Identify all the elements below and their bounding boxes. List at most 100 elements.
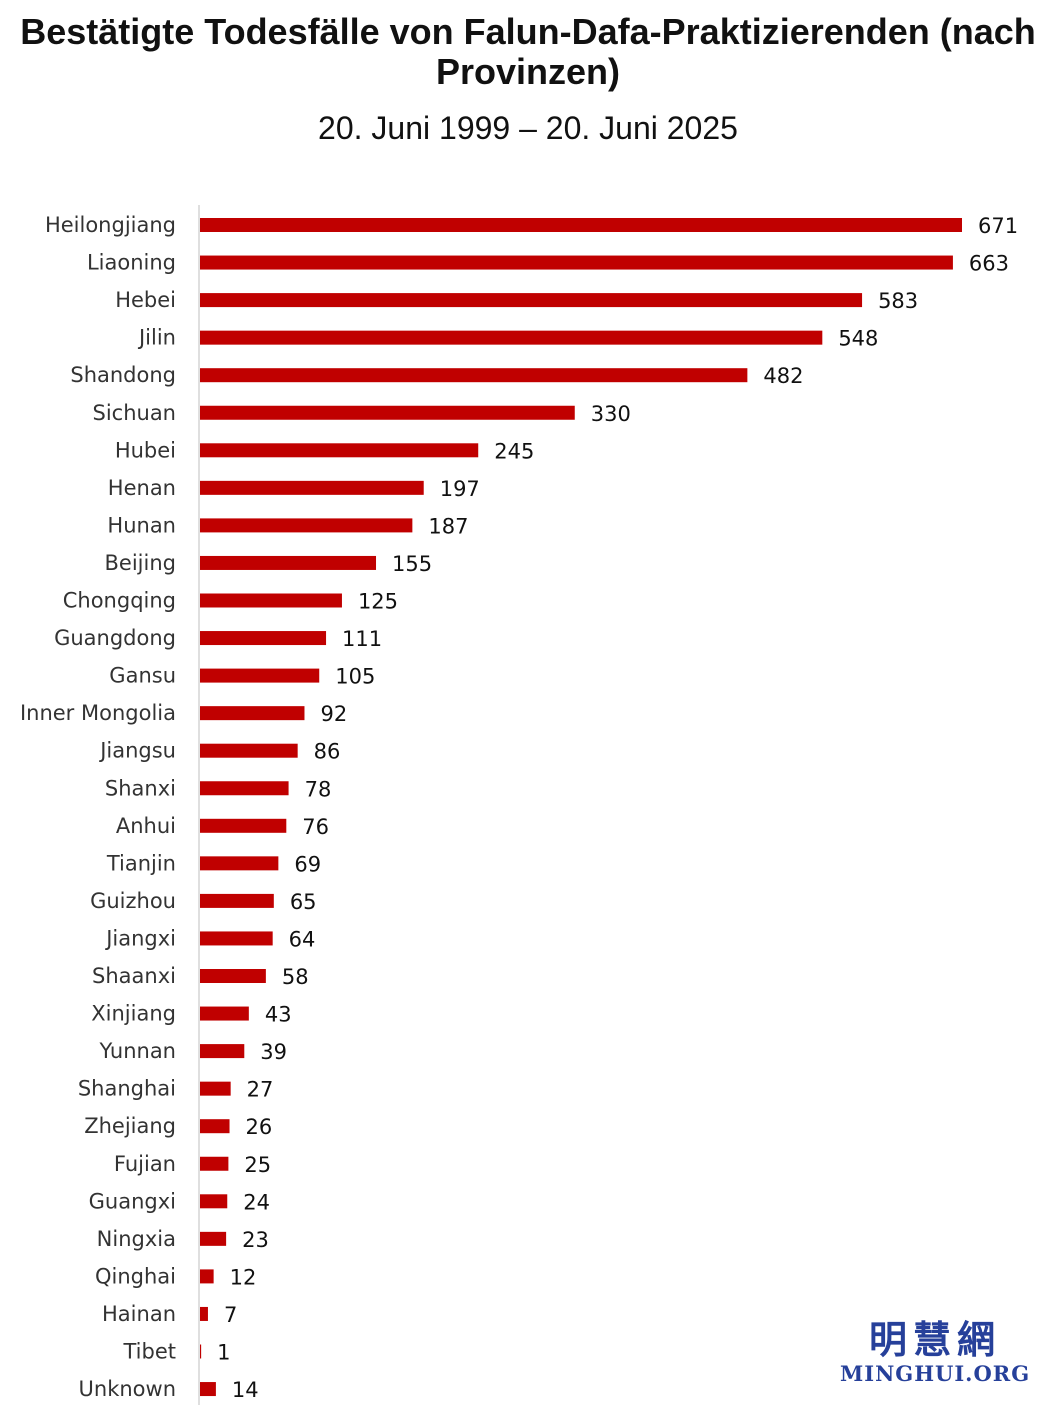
- data-label: 76: [302, 815, 329, 839]
- data-label: 663: [969, 252, 1009, 276]
- data-label: 39: [260, 1040, 287, 1064]
- data-label: 671: [978, 214, 1018, 238]
- bar: [200, 1194, 228, 1209]
- bar: [200, 255, 953, 270]
- data-label: 27: [247, 1078, 274, 1102]
- category-label: Unknown: [79, 1377, 176, 1401]
- data-label: 125: [358, 590, 398, 614]
- category-label: Hubei: [115, 438, 176, 462]
- data-label: 155: [392, 552, 432, 576]
- data-label: 583: [878, 289, 918, 313]
- category-label: Jilin: [137, 326, 176, 350]
- data-label: 92: [320, 702, 347, 726]
- category-label: Tibet: [123, 1340, 177, 1364]
- data-label: 14: [232, 1378, 259, 1402]
- bar: [200, 818, 287, 833]
- bar: [200, 1269, 214, 1284]
- bar: [200, 856, 279, 871]
- data-label: 12: [230, 1265, 257, 1289]
- bar: [200, 1156, 229, 1171]
- category-label: Beijing: [105, 551, 176, 575]
- bar: [200, 1044, 245, 1059]
- bar: [200, 330, 823, 345]
- category-label: Shandong: [70, 363, 176, 387]
- minghui-watermark: 明慧網 MINGHUI.ORG: [840, 1318, 1030, 1386]
- data-label: 69: [294, 852, 321, 876]
- data-label: 245: [494, 439, 534, 463]
- data-label: 24: [243, 1190, 270, 1214]
- data-label: 26: [246, 1115, 273, 1139]
- category-label: Zhejiang: [84, 1114, 176, 1138]
- bar: [200, 405, 575, 420]
- category-label: Ningxia: [97, 1227, 176, 1251]
- category-label: Hainan: [102, 1302, 176, 1326]
- category-label: Shaanxi: [92, 964, 176, 988]
- category-label: Fujian: [114, 1152, 176, 1176]
- category-label: Inner Mongolia: [20, 701, 176, 725]
- data-label: 187: [428, 514, 468, 538]
- category-label: Liaoning: [87, 251, 176, 275]
- data-label: 43: [265, 1003, 292, 1027]
- bar: [200, 1231, 227, 1246]
- data-label: 482: [763, 364, 803, 388]
- category-label: Sichuan: [92, 401, 176, 425]
- bar: [200, 781, 289, 796]
- bar: [200, 631, 327, 646]
- bar: [200, 706, 305, 721]
- data-label: 58: [282, 965, 309, 989]
- bar: [200, 518, 413, 533]
- category-label: Hebei: [115, 288, 176, 312]
- bar: [200, 893, 274, 908]
- bar: [200, 593, 342, 608]
- category-label: Chongqing: [63, 589, 176, 613]
- bar: [200, 931, 273, 946]
- bar: [200, 1081, 231, 1096]
- chart-title: Bestätigte Todesfälle von Falun-Dafa-Pra…: [20, 11, 1036, 92]
- watermark-latin-text: MINGHUI.ORG: [840, 1361, 1031, 1386]
- category-label: Shanghai: [78, 1077, 176, 1101]
- bar: [200, 555, 377, 570]
- bar: [200, 218, 962, 232]
- data-label: 78: [305, 777, 332, 801]
- watermark-chinese-text: 明慧網: [868, 1317, 1001, 1362]
- data-label: 25: [244, 1153, 271, 1177]
- bar: [200, 1382, 216, 1397]
- data-label: 105: [335, 665, 375, 689]
- data-label: 330: [591, 402, 631, 426]
- category-label: Anhui: [116, 814, 176, 838]
- bar: [200, 1344, 202, 1359]
- bar: [200, 443, 479, 458]
- bar: [200, 368, 748, 383]
- data-label: 65: [290, 890, 317, 914]
- category-label: Jiangsu: [98, 739, 176, 763]
- data-label: 7: [224, 1303, 237, 1327]
- bar: [200, 293, 863, 308]
- bar: [200, 1306, 208, 1321]
- bar: [200, 668, 320, 683]
- data-label: 1: [217, 1341, 230, 1365]
- bar: [200, 743, 298, 758]
- category-label: Shanxi: [105, 776, 176, 800]
- data-label: 197: [440, 477, 480, 501]
- category-label: Xinjiang: [91, 1002, 176, 1026]
- bar: [200, 480, 424, 495]
- category-label: Gansu: [109, 664, 176, 688]
- data-label: 111: [342, 627, 382, 651]
- category-label: Guizhou: [90, 889, 176, 913]
- data-label: 548: [838, 327, 878, 351]
- data-label: 86: [314, 740, 341, 764]
- data-label: 23: [242, 1228, 269, 1252]
- bar: [200, 969, 266, 983]
- category-label: Tianjin: [106, 851, 176, 875]
- category-label: Heilongjiang: [45, 213, 176, 237]
- category-label: Henan: [108, 476, 176, 500]
- bar: [200, 1006, 249, 1021]
- category-label: Hunan: [107, 513, 176, 537]
- category-label: Qinghai: [95, 1264, 176, 1288]
- category-label: Guangdong: [54, 626, 176, 650]
- chart-subtitle: 20. Juni 1999 – 20. Juni 2025: [318, 110, 738, 146]
- category-label: Guangxi: [89, 1189, 176, 1213]
- category-label: Jiangxi: [104, 926, 176, 950]
- data-label: 64: [289, 927, 316, 951]
